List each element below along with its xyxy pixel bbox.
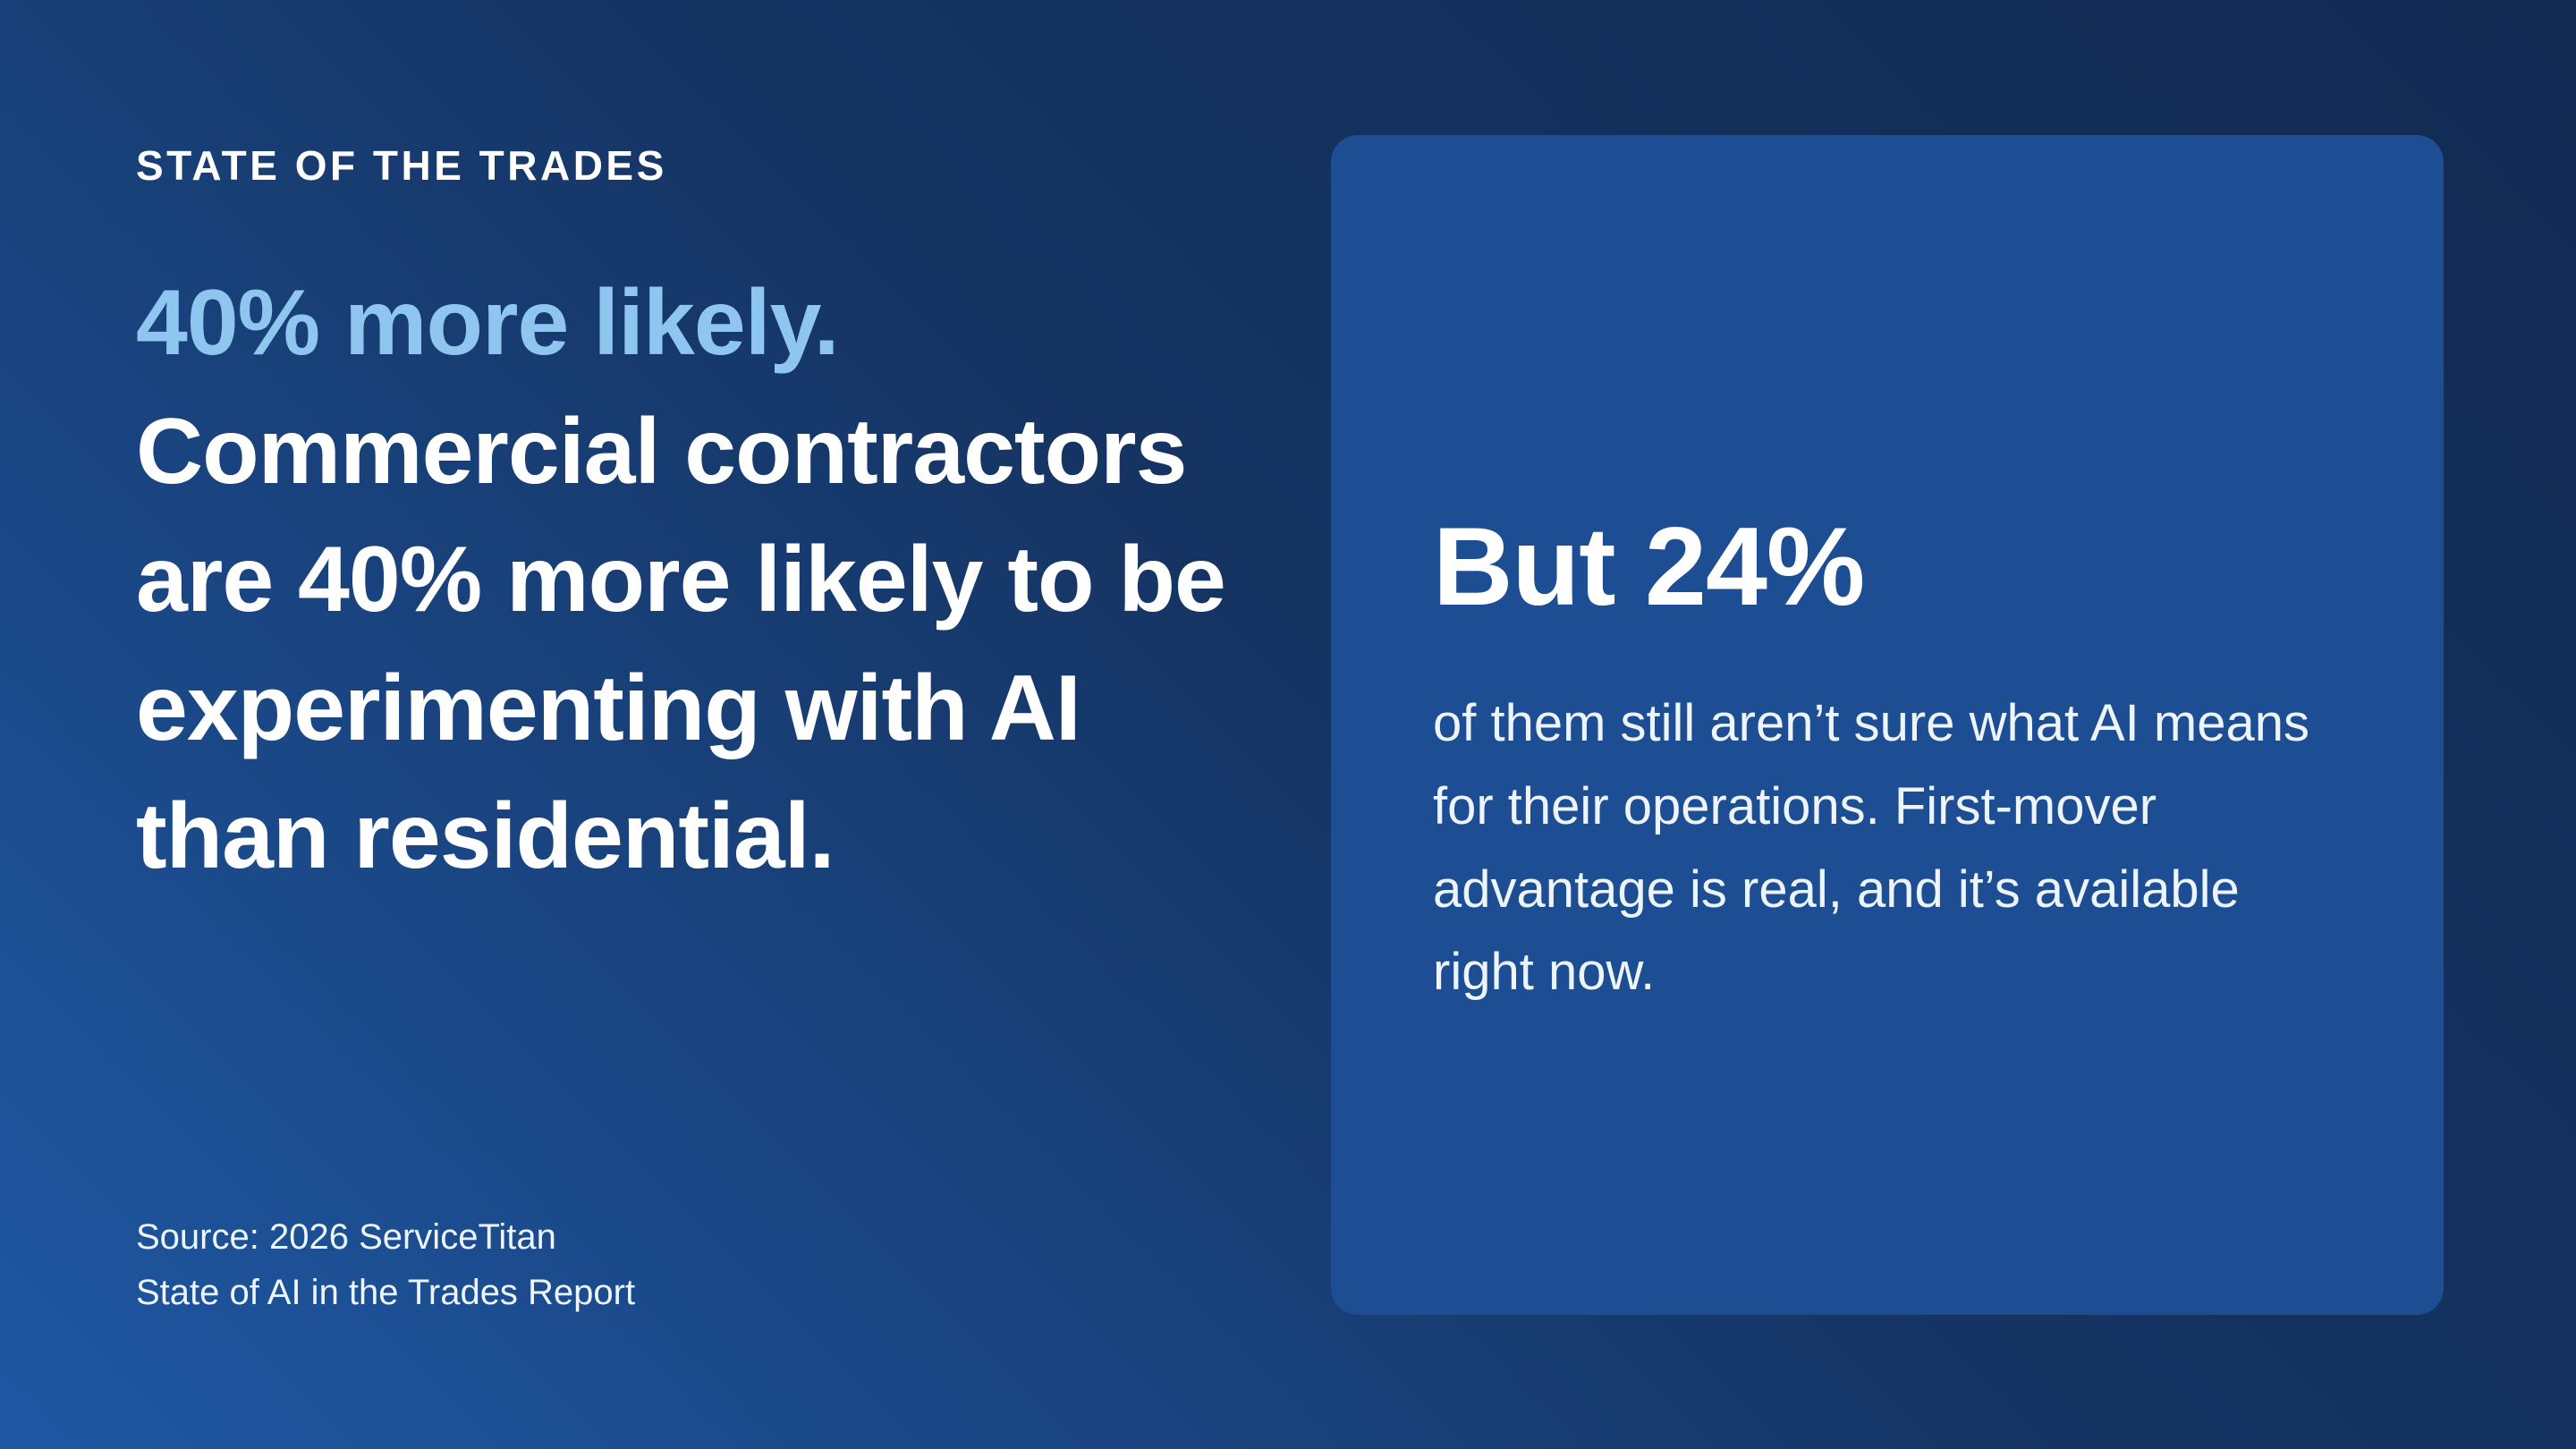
eyebrow-label: STATE OF THE TRADES: [136, 142, 667, 189]
source-note: Source: 2026 ServiceTitan State of AI in…: [136, 1209, 635, 1320]
source-line-2: State of AI in the Trades Report: [136, 1273, 636, 1312]
stat-card: But 24% of them still aren’t sure what A…: [1331, 135, 2444, 1315]
stat-description: of them still aren’t sure what AI means …: [1433, 694, 2309, 1002]
headline-highlight: 40% more likely.: [136, 271, 840, 375]
headline-rest: Commercial contractors are 40% more like…: [136, 399, 1226, 889]
stat-value: But 24%: [1433, 505, 1865, 629]
source-line-1: Source: 2026 ServiceTitan: [136, 1217, 556, 1257]
headline: 40% more likely. Commercial contractors …: [136, 259, 1290, 902]
